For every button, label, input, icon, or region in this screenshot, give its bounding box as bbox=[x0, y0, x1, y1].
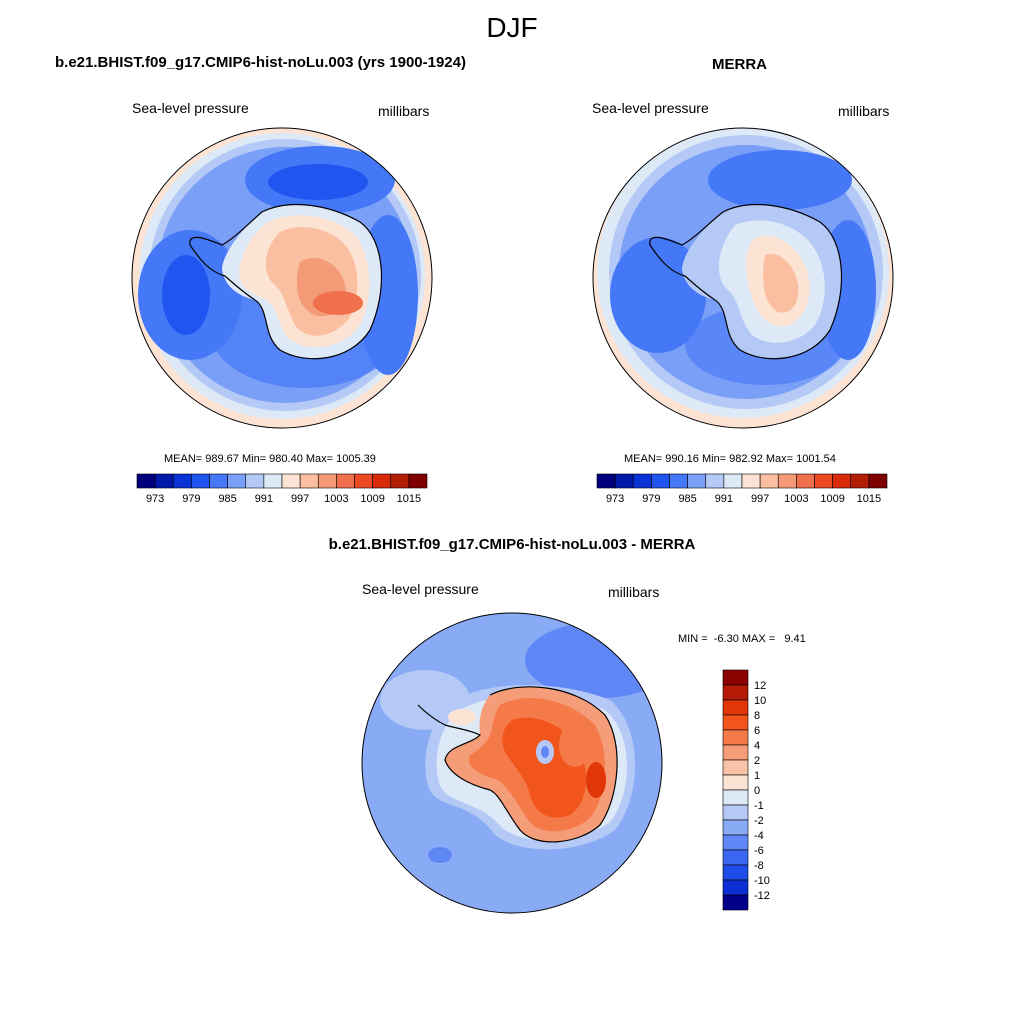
model-map bbox=[131, 127, 433, 429]
diff-colorbar-tick-label: -2 bbox=[754, 815, 764, 827]
model-colorbar-tick-label: 991 bbox=[255, 493, 273, 505]
model-colorbar-swatch bbox=[408, 473, 428, 489]
obs-colorbar-swatch bbox=[723, 473, 743, 489]
model-colorbar-swatch bbox=[336, 473, 355, 489]
diff-colorbar-tick-label: 2 bbox=[754, 755, 760, 767]
obs-colorbar-tick-label: 1009 bbox=[820, 493, 844, 505]
model-colorbar: 973 979 985 991 997 1003 1009 1015 bbox=[136, 473, 428, 505]
model-colorbar-swatch bbox=[299, 473, 319, 489]
diff-colorbar-swatch bbox=[722, 819, 749, 836]
diff-panel-title: b.e21.BHIST.f09_g17.CMIP6-hist-noLu.003 … bbox=[328, 536, 696, 553]
model-panel-title: b.e21.BHIST.f09_g17.CMIP6-hist-noLu.003 … bbox=[55, 54, 466, 71]
model-colorbar-swatch bbox=[354, 473, 373, 489]
obs-colorbar-swatch bbox=[669, 473, 688, 489]
diff-colorbar-tick-label: 8 bbox=[754, 710, 760, 722]
diff-units-label: millibars bbox=[608, 584, 660, 600]
model-colorbar-swatch bbox=[317, 473, 337, 489]
diff-colorbar-swatch bbox=[722, 894, 749, 911]
obs-colorbar-swatch bbox=[850, 473, 870, 489]
diff-colorbar-swatch bbox=[722, 759, 749, 776]
obs-panel-title: MERRA bbox=[712, 56, 767, 73]
obs-colorbar-swatch bbox=[759, 473, 779, 489]
obs-stats: MEAN= 990.16 Min= 982.92 Max= 1001.54 bbox=[624, 453, 836, 465]
diff-colorbar-swatch bbox=[722, 699, 749, 716]
obs-units-label: millibars bbox=[838, 103, 890, 119]
diff-colorbar-tick-label: 10 bbox=[754, 695, 766, 707]
obs-variable-label: Sea-level pressure bbox=[592, 100, 709, 116]
model-colorbar-tick-label: 973 bbox=[146, 493, 164, 505]
diff-colorbar-swatch bbox=[722, 879, 749, 896]
figure-title: DJF bbox=[486, 12, 538, 43]
diff-colorbar-tick-label: -1 bbox=[754, 800, 764, 812]
diff-colorbar-swatch bbox=[722, 684, 749, 701]
model-colorbar-swatch bbox=[281, 473, 301, 489]
obs-colorbar: 973 979 985 991 997 1003 1009 1015 bbox=[596, 473, 888, 505]
diff-colorbar-tick-label: 4 bbox=[754, 740, 760, 752]
diff-colorbar-swatch bbox=[722, 789, 749, 806]
model-colorbar-tick-label: 985 bbox=[218, 493, 236, 505]
model-colorbar-swatch bbox=[136, 473, 156, 489]
diff-colorbar-tick-label: 1 bbox=[754, 770, 760, 782]
diff-colorbar-tick-label: 0 bbox=[754, 785, 760, 797]
model-colorbar-tick-label: 1015 bbox=[397, 493, 421, 505]
obs-colorbar-tick-label: 985 bbox=[678, 493, 696, 505]
obs-colorbar-swatch bbox=[651, 473, 670, 489]
obs-colorbar-tick-label: 991 bbox=[715, 493, 733, 505]
model-colorbar-tick-label: 1003 bbox=[324, 493, 348, 505]
obs-colorbar-tick-label: 973 bbox=[606, 493, 624, 505]
diff-colorbar-swatch bbox=[722, 834, 749, 851]
obs-colorbar-tick-label: 1003 bbox=[784, 493, 808, 505]
diff-variable-label: Sea-level pressure bbox=[362, 581, 479, 597]
diff-colorbar-swatch bbox=[722, 804, 749, 821]
diff-colorbar-swatch bbox=[722, 714, 749, 731]
model-colorbar-swatch bbox=[390, 473, 410, 489]
diff-colorbar-tick-label: -8 bbox=[754, 860, 764, 872]
model-colorbar-swatch bbox=[372, 473, 392, 489]
obs-colorbar-swatch bbox=[596, 473, 616, 489]
obs-colorbar-tick-label: 979 bbox=[642, 493, 660, 505]
model-colorbar-swatch bbox=[172, 473, 192, 489]
obs-colorbar-swatch bbox=[832, 473, 852, 489]
obs-colorbar-swatch bbox=[777, 473, 797, 489]
model-units-label: millibars bbox=[378, 103, 430, 119]
diff-stats: MIN = -6.30 MAX = 9.41 bbox=[678, 633, 806, 645]
diff-colorbar-swatch bbox=[722, 774, 749, 791]
diff-colorbar-swatch bbox=[722, 669, 749, 686]
model-colorbar-swatch bbox=[227, 473, 247, 489]
diff-colorbar-swatch bbox=[722, 864, 749, 881]
obs-colorbar-tick-label: 997 bbox=[751, 493, 769, 505]
model-colorbar-tick-label: 1009 bbox=[360, 493, 384, 505]
obs-colorbar-swatch bbox=[741, 473, 761, 489]
model-colorbar-swatch bbox=[209, 473, 228, 489]
model-colorbar-tick-label: 997 bbox=[291, 493, 309, 505]
obs-colorbar-swatch bbox=[632, 473, 652, 489]
obs-colorbar-swatch bbox=[868, 473, 888, 489]
diff-map bbox=[361, 612, 663, 914]
model-variable-label: Sea-level pressure bbox=[132, 100, 249, 116]
diff-colorbar-swatch bbox=[722, 729, 749, 746]
obs-colorbar-tick-label: 1015 bbox=[857, 493, 881, 505]
model-colorbar-swatch bbox=[191, 473, 210, 489]
model-colorbar-swatch bbox=[245, 473, 265, 489]
diff-colorbar-swatch bbox=[722, 744, 749, 761]
model-colorbar-swatch bbox=[263, 473, 283, 489]
diff-colorbar-tick-label: -10 bbox=[754, 875, 770, 887]
diff-colorbar-swatch bbox=[722, 849, 749, 866]
diff-colorbar-tick-label: -4 bbox=[754, 830, 764, 842]
obs-map bbox=[592, 127, 894, 429]
diff-colorbar-tick-label: -6 bbox=[754, 845, 764, 857]
diff-colorbar-tick-label: 12 bbox=[754, 680, 766, 692]
obs-colorbar-swatch bbox=[814, 473, 833, 489]
obs-colorbar-swatch bbox=[705, 473, 725, 489]
diff-colorbar-tick-label: -12 bbox=[754, 890, 770, 902]
model-colorbar-tick-label: 979 bbox=[182, 493, 200, 505]
diff-colorbar-tick-label: 6 bbox=[754, 725, 760, 737]
model-colorbar-swatch bbox=[154, 473, 174, 489]
obs-colorbar-swatch bbox=[614, 473, 634, 489]
obs-colorbar-swatch bbox=[796, 473, 815, 489]
obs-colorbar-swatch bbox=[687, 473, 707, 489]
model-stats: MEAN= 989.67 Min= 980.40 Max= 1005.39 bbox=[164, 453, 376, 465]
